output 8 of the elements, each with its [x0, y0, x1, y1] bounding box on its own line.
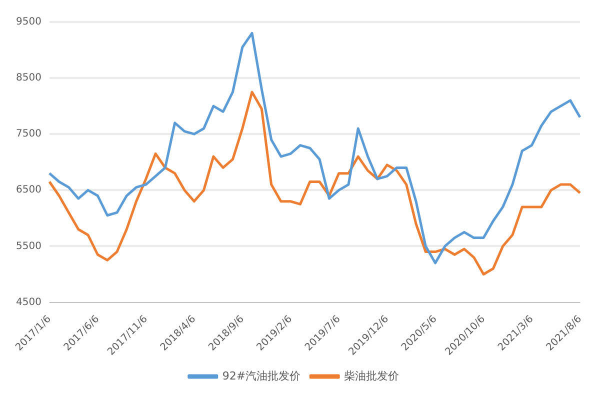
y-tick-label: 9500 — [16, 16, 42, 28]
y-tick-label: 6500 — [16, 184, 42, 196]
legend-label: 92#汽油批发价 — [222, 369, 301, 382]
y-tick-label: 4500 — [16, 296, 42, 308]
y-tick-label: 7500 — [16, 128, 42, 140]
legend-label: 柴油批发价 — [344, 369, 400, 382]
y-tick-label: 5500 — [16, 240, 42, 252]
y-tick-label: 8500 — [16, 72, 42, 84]
